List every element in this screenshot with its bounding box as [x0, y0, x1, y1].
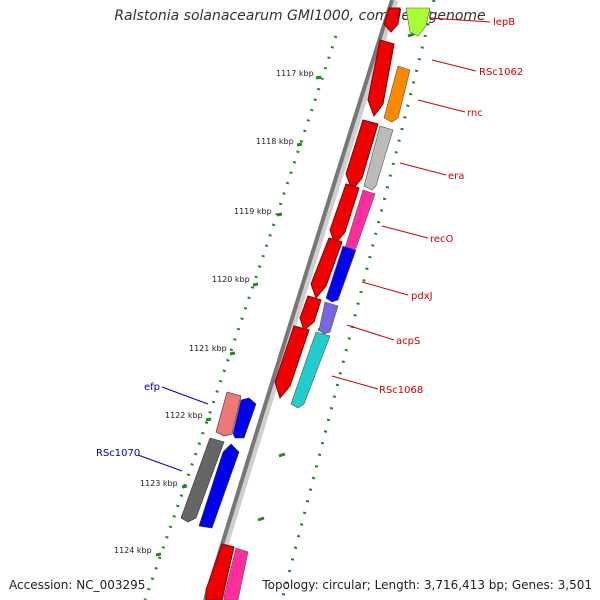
tick-label-1123: 1123 kbp [140, 479, 178, 488]
gene-efp-feature[interactable] [215, 391, 242, 437]
leader-line-pdxJ [361, 281, 409, 296]
gene-reverse-blue-upper[interactable] [232, 397, 257, 439]
gene-RSc1070-feature[interactable] [180, 437, 225, 523]
forward-gene-leader-lines [331, 17, 491, 390]
gene-label-lepB[interactable]: lepB [493, 17, 515, 28]
gene-arrow[interactable] [299, 295, 322, 331]
gene-label-efp[interactable]: efp [144, 382, 160, 393]
gene-arrow[interactable] [345, 119, 379, 191]
tick-label-1119: 1119 kbp [234, 207, 272, 216]
reverse-gene-leader-lines [137, 386, 209, 472]
gene-arrow[interactable] [274, 325, 310, 400]
forward-strand-colored-genes [223, 7, 431, 600]
gene-arrow[interactable] [367, 39, 395, 118]
backbone-ring-shadow [204, 0, 399, 600]
leader-line-era [399, 162, 447, 176]
forward-strand-red-genes [205, 7, 401, 600]
gene-lepB-feature[interactable] [405, 7, 431, 37]
gene-arrow[interactable] [205, 543, 235, 600]
gene-label-acpS[interactable]: acpS [396, 336, 420, 347]
accession-text: Accession: NC_003295 [9, 578, 146, 592]
tick-label-1120: 1120 kbp [212, 275, 250, 284]
gene-reverse-blue-lower[interactable] [198, 443, 240, 529]
backbone-ring [203, 0, 394, 600]
inner-major-tick [205, 417, 212, 422]
gene-era-feature[interactable] [363, 125, 394, 191]
inner-major-tick [229, 351, 236, 356]
gene-label-recO[interactable]: recO [430, 234, 454, 245]
inner-major-tick [315, 75, 322, 80]
gene-arrow[interactable] [383, 7, 401, 33]
leader-line-RSc1068 [331, 375, 379, 390]
reverse-strand-genes [180, 391, 257, 529]
inner-ring-ticks [155, 75, 322, 557]
leader-line-lepB [429, 17, 491, 23]
topology-text: Topology: circular; Length: 3,716,413 bp… [262, 578, 592, 592]
gene-pink-bottom-feature[interactable] [223, 547, 249, 600]
gene-pdxJ-feature[interactable] [325, 245, 357, 303]
outer-major-tick [257, 516, 265, 522]
leader-line-efp [161, 386, 209, 405]
gene-arrow[interactable] [329, 183, 360, 245]
gene-label-pdxJ[interactable]: pdxJ [411, 291, 433, 302]
inner-major-tick [155, 552, 162, 557]
leader-line-acpS [346, 324, 395, 341]
inner-major-tick [276, 212, 283, 217]
tick-label-1122: 1122 kbp [165, 411, 203, 420]
tick-label-1121: 1121 kbp [189, 344, 227, 353]
gene-RSc1068-feature[interactable] [290, 331, 331, 409]
tick-label-1117: 1117 kbp [276, 69, 314, 78]
inner-scale-ring [143, 35, 338, 600]
gene-label-era[interactable]: era [448, 171, 464, 182]
leader-line-recO [381, 225, 429, 239]
inner-major-tick [296, 142, 303, 147]
tick-label-1124: 1124 kbp [114, 546, 152, 555]
gene-label-rnc[interactable]: rnc [467, 108, 483, 119]
leader-line-rnc [417, 99, 466, 113]
leader-line-RSc1062 [431, 59, 477, 72]
outer-major-tick [278, 452, 286, 458]
tick-label-1118: 1118 kbp [256, 137, 294, 146]
gene-RSc1062-feature[interactable] [383, 65, 411, 123]
gene-arrow[interactable] [310, 237, 343, 299]
gene-label-RSc1068[interactable]: RSc1068 [379, 385, 423, 396]
leader-line-RSc1070 [137, 454, 183, 472]
gene-label-RSc1070[interactable]: RSc1070 [96, 448, 140, 459]
inner-major-tick [252, 282, 259, 287]
inner-major-tick [181, 484, 188, 489]
outer-major-tick [407, 32, 415, 38]
gene-acpS-feature[interactable] [318, 301, 339, 335]
gene-label-RSc1062[interactable]: RSc1062 [479, 67, 523, 78]
